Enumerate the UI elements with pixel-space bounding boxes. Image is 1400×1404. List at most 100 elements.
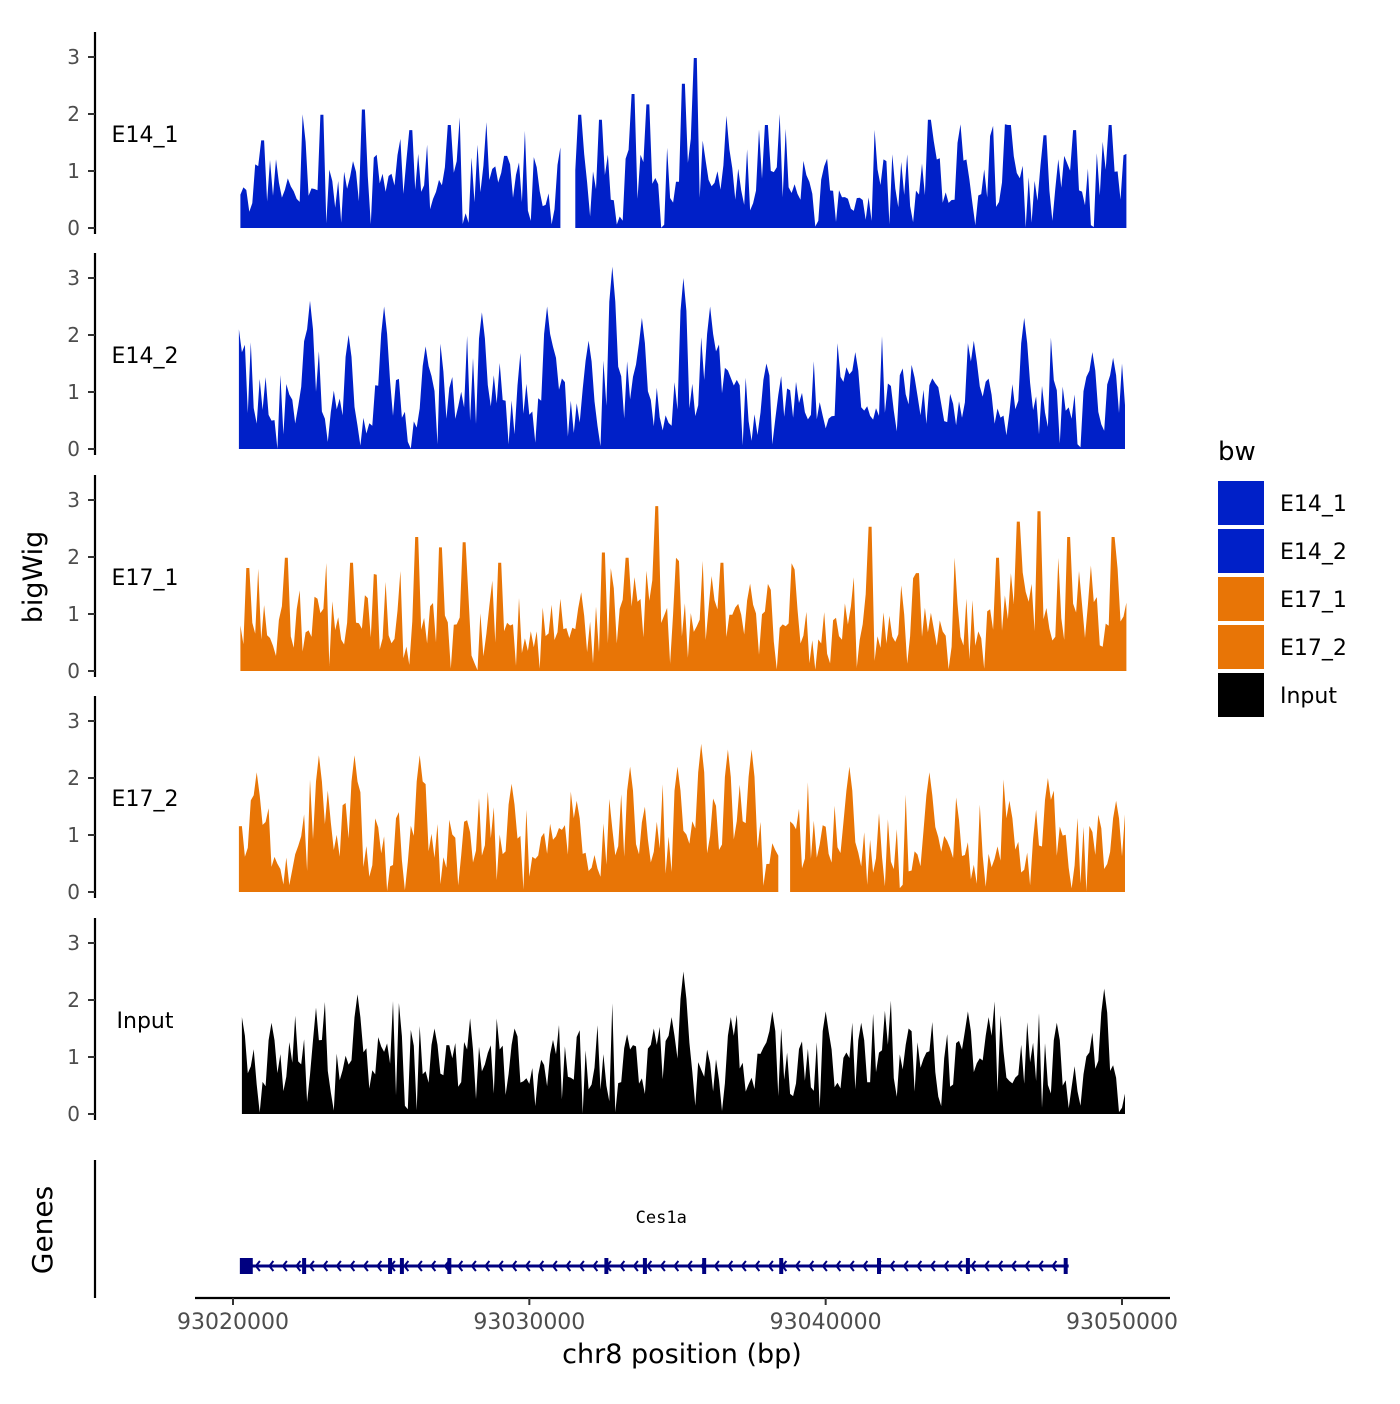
legend-items: E14_1 E14_2 E17_1 E17_2 Input [1218,481,1347,717]
legend-key [1218,673,1264,717]
strand-arrow [740,1260,747,1272]
strand-arrow [659,1260,666,1272]
y-tick-label: 2 [67,988,80,1012]
tracks-layer: 0 1 2 3 E14_1 0 1 2 3 E14_2 0 1 2 3 E17_1 0 1 2 3 E17_2 0 1 2 3… [67,32,1127,1126]
strand-arrow [1037,1260,1044,1272]
legend-key [1218,625,1264,669]
legend-title: bw [1218,437,1256,467]
coverage-area-E17_2 [238,743,779,892]
track-label: Input [117,1009,174,1034]
y-tick-label: 3 [67,931,80,955]
legend-key [1218,481,1264,525]
gene-Ces1a: Ces1a [239,1208,1069,1274]
exon [779,1258,784,1274]
strand-arrow [713,1260,720,1272]
y-tick-label: 1 [67,380,80,404]
strand-arrow [686,1260,693,1272]
strand-arrow [997,1260,1004,1272]
coverage-area-E14_1 [240,109,561,228]
exon [447,1258,452,1274]
strand-arrow [916,1260,923,1272]
y-tick-label: 3 [67,488,80,512]
strand-arrow [821,1260,828,1272]
gene-track-label: Genes [26,1186,59,1274]
strand-arrow [457,1260,464,1272]
x-axis-title: chr8 position (bp) [562,1339,802,1370]
legend-label: Input [1280,684,1337,709]
track-E17_1: 0 1 2 3 E17_1 [67,475,1127,683]
strand-arrow [808,1260,815,1272]
strand-arrow [430,1260,437,1272]
strand-arrow [484,1260,491,1272]
strand-arrow [1051,1260,1058,1272]
exon [302,1258,307,1274]
coverage-area-Input [241,971,1125,1114]
track-label: E17_1 [112,566,179,591]
strand-arrow [673,1260,680,1272]
y-tick-label: 1 [67,602,80,626]
exon [1063,1258,1068,1274]
strand-arrow [295,1260,302,1272]
y-axis-title: bigWig [18,531,49,624]
strand-arrow [943,1260,950,1272]
strand-arrow [646,1260,653,1272]
strand-arrow [281,1260,288,1272]
strand-arrow [254,1260,261,1272]
strand-arrow [551,1260,558,1272]
y-tick-label: 2 [67,102,80,126]
x-axis: 93020000 93030000 93040000 93050000 chr8 po… [177,1296,1178,1370]
track-label: E14_2 [112,344,179,369]
y-tick-label: 2 [67,323,80,347]
strand-arrow [1024,1260,1031,1272]
legend-key [1218,529,1264,573]
gene-track: Genes Ces1a [26,1160,1069,1298]
track-E17_2: 0 1 2 3 E17_2 [67,696,1125,904]
strand-arrow [565,1260,572,1272]
strand-arrow [956,1260,963,1272]
strand-arrow [592,1260,599,1272]
y-tick-label: 0 [67,1102,80,1126]
strand-arrow [497,1260,504,1272]
strand-arrow [632,1260,639,1272]
track-label: E14_1 [112,123,179,148]
strand-arrow [970,1260,977,1272]
strand-arrow [416,1260,423,1272]
exon [642,1258,647,1274]
gene-name-label: Ces1a [636,1208,687,1228]
strand-arrow [1010,1260,1017,1272]
exon [965,1258,970,1274]
legend-entry-E14_2: E14_2 [1218,529,1347,573]
legend-entry-Input: Input [1218,673,1337,717]
exon [239,1258,250,1274]
legend-label: E17_2 [1280,636,1347,661]
strand-arrow [929,1260,936,1272]
strand-arrow [349,1260,356,1272]
y-tick-label: 0 [67,659,80,683]
y-tick-label: 2 [67,766,80,790]
strand-arrow [335,1260,342,1272]
y-tick-label: 1 [67,823,80,847]
strand-arrow [767,1260,774,1272]
y-tick-label: 0 [67,880,80,904]
track-Input: 0 1 2 3 Input [67,918,1125,1126]
strand-arrow [727,1260,734,1272]
strand-arrow [862,1260,869,1272]
legend: bw E14_1 E14_2 E17_1 E17_2 Input [1218,437,1347,717]
x-tick-label: 93050000 [1066,1310,1178,1335]
strand-arrow [889,1260,896,1272]
strand-arrow [470,1260,477,1272]
legend-label: E17_1 [1280,588,1347,613]
strand-arrow [835,1260,842,1272]
track-E14_2: 0 1 2 3 E14_2 [67,253,1125,461]
x-tick-label: 93040000 [770,1310,882,1335]
legend-entry-E17_2: E17_2 [1218,625,1347,669]
coverage-area-E14_2 [238,266,1125,449]
strand-arrow [848,1260,855,1272]
x-tick-label: 93020000 [177,1310,289,1335]
exon [702,1258,707,1274]
legend-label: E14_2 [1280,540,1347,565]
exon [248,1258,253,1274]
strand-arrow [983,1260,990,1272]
